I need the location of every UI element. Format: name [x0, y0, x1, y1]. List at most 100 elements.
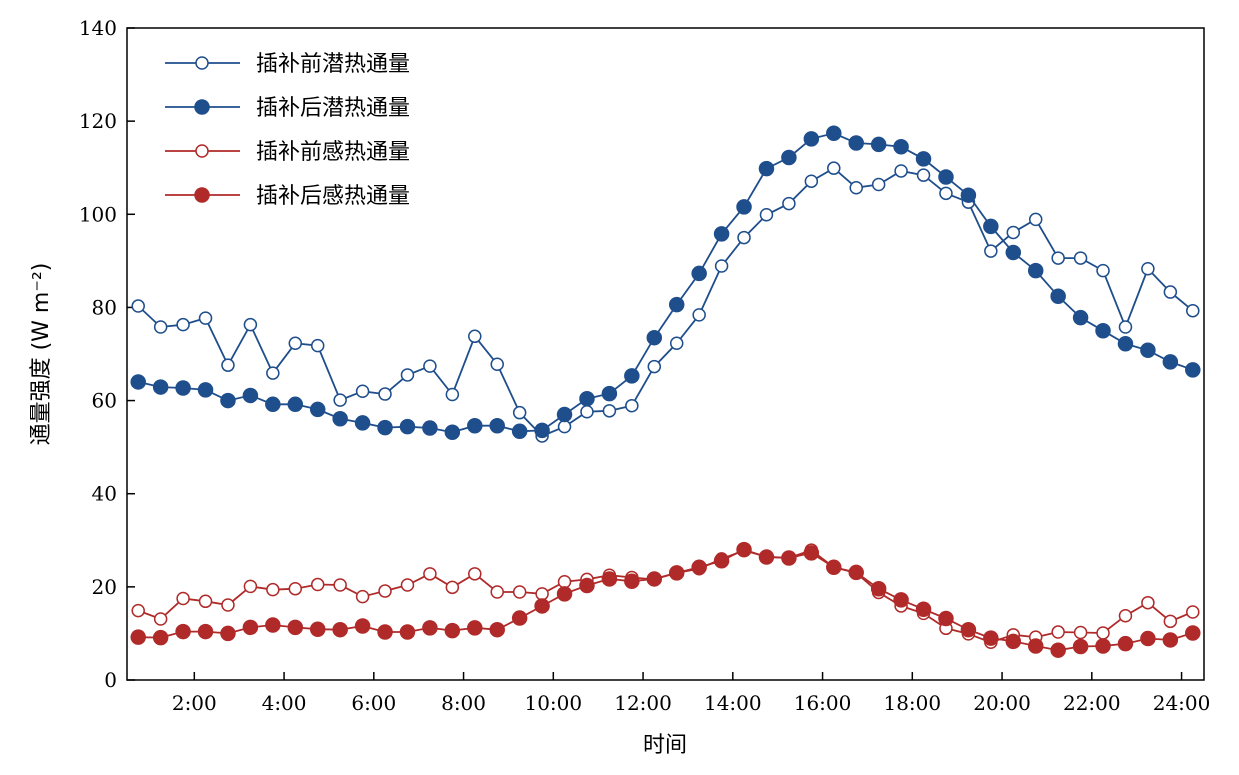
- data-point: [131, 299, 145, 313]
- data-point: [490, 357, 504, 371]
- data-point: [691, 265, 707, 282]
- data-point: [332, 410, 348, 427]
- data-point: [1162, 354, 1179, 370]
- data-point: [242, 387, 259, 404]
- x-tick-label: 12:00: [614, 691, 672, 715]
- data-point: [646, 571, 663, 587]
- y-tick-label: 60: [92, 389, 117, 413]
- data-point: [309, 621, 326, 637]
- data-point: [310, 338, 325, 353]
- data-point: [197, 382, 214, 398]
- data-point: [534, 422, 550, 439]
- data-point: [916, 168, 931, 182]
- data-point: [445, 580, 460, 595]
- data-point: [266, 366, 280, 380]
- x-tick-label: 4:00: [262, 691, 307, 715]
- data-point: [915, 151, 932, 167]
- data-point: [1141, 595, 1155, 610]
- y-tick-label: 20: [92, 575, 117, 599]
- data-point: [1096, 626, 1110, 640]
- data-point: [489, 417, 505, 434]
- data-point: [152, 379, 169, 395]
- data-point: [131, 603, 145, 618]
- data-point: [489, 621, 505, 638]
- data-point: [377, 419, 393, 436]
- data-point: [220, 392, 236, 409]
- data-point: [960, 187, 977, 203]
- data-point: [1163, 285, 1178, 299]
- data-point: [197, 623, 214, 640]
- data-point: [1118, 608, 1133, 623]
- data-point: [153, 612, 168, 626]
- data-point: [870, 580, 887, 597]
- data-point: [893, 592, 909, 608]
- data-point: [870, 136, 887, 153]
- data-point: [737, 230, 751, 245]
- data-point: [1051, 251, 1065, 265]
- data-point: [176, 317, 190, 332]
- data-point: [983, 630, 999, 646]
- data-point: [960, 621, 977, 638]
- data-point: [468, 329, 482, 344]
- data-point: [400, 578, 415, 592]
- data-point: [893, 139, 909, 155]
- data-point: [512, 585, 527, 599]
- legend-marker: [194, 187, 210, 203]
- x-tick-label: 24:00: [1153, 691, 1211, 715]
- data-point: [849, 180, 863, 195]
- data-point: [871, 177, 886, 192]
- data-point: [938, 169, 954, 185]
- data-point: [692, 308, 706, 322]
- data-point: [803, 545, 820, 561]
- data-point: [399, 418, 416, 435]
- data-point: [1027, 262, 1044, 279]
- data-point: [333, 578, 347, 592]
- data-point: [1005, 633, 1022, 650]
- data-point: [736, 541, 752, 558]
- y-tick-label: 140: [79, 16, 117, 40]
- data-point: [669, 336, 684, 351]
- y-axis: 0 20 40 60 80 100 120 140: [79, 16, 135, 692]
- data-point: [198, 594, 213, 609]
- x-tick-label: 22:00: [1063, 691, 1121, 715]
- series-line: [137, 132, 1194, 434]
- data-point: [781, 149, 797, 166]
- y-tick-label: 100: [79, 202, 117, 226]
- data-point: [1117, 635, 1134, 652]
- data-point: [175, 380, 191, 396]
- data-point: [444, 622, 461, 639]
- data-point: [826, 559, 842, 576]
- data-point: [423, 359, 437, 373]
- data-point: [803, 131, 820, 147]
- data-point: [399, 624, 416, 640]
- data-point: [1050, 642, 1066, 658]
- data-point: [1095, 322, 1111, 339]
- data-point: [646, 329, 663, 346]
- data-point: [1028, 212, 1043, 227]
- series-2: [130, 125, 1201, 440]
- data-point: [1186, 605, 1200, 619]
- data-point: [1027, 638, 1044, 654]
- data-point: [1005, 244, 1022, 261]
- data-point: [1118, 320, 1133, 334]
- legend-label: 插补后潜热通量: [256, 96, 410, 121]
- data-point: [827, 161, 841, 175]
- x-tick-label: 18:00: [883, 691, 941, 715]
- data-point: [1185, 625, 1201, 641]
- data-point: [130, 629, 146, 645]
- data-point: [1050, 288, 1066, 305]
- data-point: [714, 259, 729, 273]
- data-point: [221, 598, 235, 612]
- data-point: [668, 296, 685, 313]
- data-point: [915, 601, 932, 617]
- data-point: [512, 405, 527, 420]
- data-point: [535, 587, 549, 601]
- plot-area-frame: [126, 27, 1205, 681]
- data-point: [580, 404, 594, 419]
- x-tick-label: 6:00: [351, 691, 396, 715]
- data-point: [444, 424, 461, 440]
- data-point: [355, 589, 370, 604]
- y-tick-label: 120: [79, 109, 117, 133]
- y-axis-label: 通量强度 (W m⁻²): [29, 263, 54, 446]
- data-point: [984, 244, 998, 258]
